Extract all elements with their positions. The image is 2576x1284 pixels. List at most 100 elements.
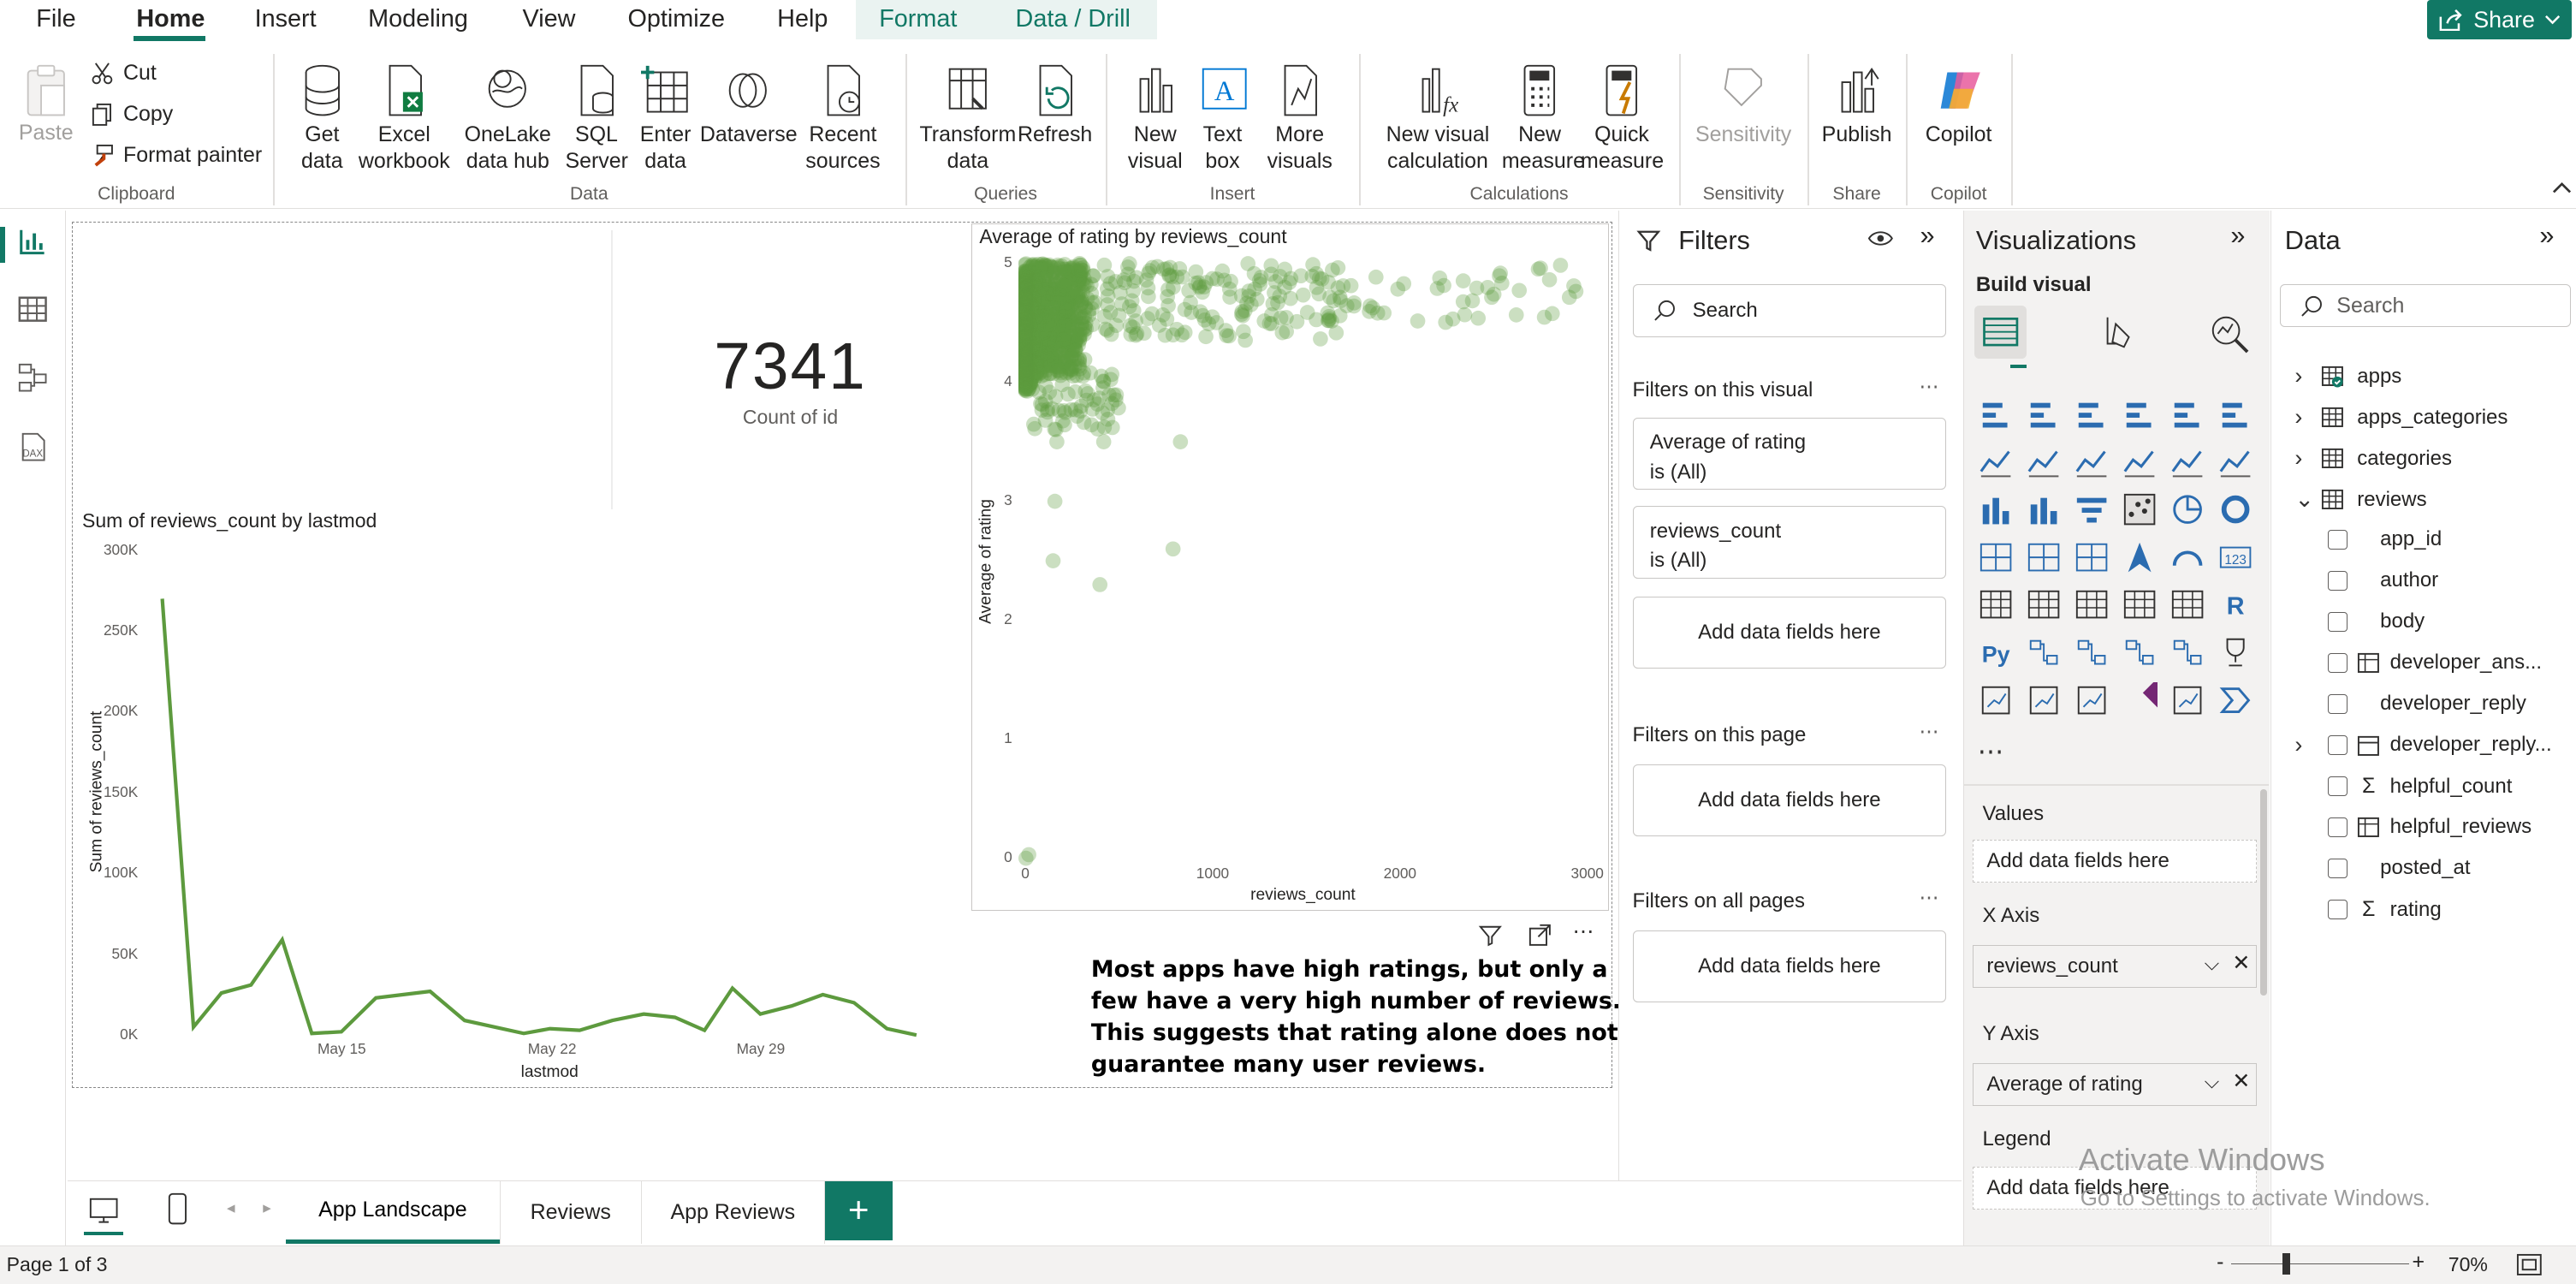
scatter-point[interactable]: [1198, 328, 1214, 344]
refresh-button[interactable]: Refresh: [1017, 62, 1092, 148]
scatter-point[interactable]: [1072, 402, 1089, 419]
scatter-point[interactable]: [1024, 306, 1040, 323]
scatter-point[interactable]: [1046, 270, 1061, 287]
scatter-point[interactable]: [1059, 274, 1074, 290]
scatter-point[interactable]: [1018, 353, 1033, 368]
scatter-point[interactable]: [1018, 297, 1035, 312]
scatter-point[interactable]: [1569, 283, 1584, 299]
scatter-point[interactable]: [1024, 330, 1040, 345]
scatter-point[interactable]: [1072, 331, 1088, 347]
scatter-point[interactable]: [1018, 370, 1034, 385]
data-field-row[interactable]: › developer_reply...: [2294, 732, 2551, 758]
scatter-point[interactable]: [1030, 330, 1046, 346]
scatter-point[interactable]: [1141, 265, 1157, 281]
line-column-icon[interactable]: [2169, 443, 2205, 479]
scatter-point[interactable]: [1054, 283, 1071, 300]
scatter-point[interactable]: [1069, 367, 1085, 383]
scatter-point[interactable]: [1048, 327, 1064, 342]
scatter-point[interactable]: [1333, 289, 1348, 305]
scatter-point[interactable]: [1033, 308, 1048, 324]
scatter-point[interactable]: [1043, 319, 1059, 336]
scatter-point[interactable]: [1048, 346, 1064, 361]
scatter-point[interactable]: [1036, 353, 1052, 369]
scatter-point[interactable]: [1020, 377, 1036, 394]
data-field-row[interactable]: developer_ans...: [2327, 651, 2542, 675]
scatter-point[interactable]: [1070, 326, 1085, 342]
scatter-point[interactable]: [1038, 270, 1054, 285]
scatter-point[interactable]: [1069, 269, 1085, 284]
scatter-point[interactable]: [1054, 258, 1070, 274]
scatter-point[interactable]: [1082, 307, 1097, 323]
page-tab-app-reviews[interactable]: App Reviews: [640, 1180, 825, 1244]
scatter-point[interactable]: [1018, 322, 1033, 338]
scatter-point[interactable]: [1057, 417, 1073, 432]
scatter-point[interactable]: [1108, 387, 1125, 402]
scatter-point[interactable]: [1024, 375, 1040, 390]
scatter-point[interactable]: [1029, 300, 1045, 316]
scatter-point[interactable]: [1456, 272, 1471, 288]
scatter-point[interactable]: [1035, 396, 1050, 412]
scatter-point[interactable]: [1020, 338, 1036, 354]
scatter-point[interactable]: [1018, 289, 1034, 305]
r-visual-icon[interactable]: R: [2217, 586, 2253, 622]
scatter-point[interactable]: [1018, 320, 1034, 336]
power-apps-icon[interactable]: [2122, 681, 2158, 718]
scatter-point[interactable]: [1018, 301, 1034, 317]
scatter-point[interactable]: [1048, 358, 1064, 374]
scatter-point[interactable]: [1032, 365, 1048, 380]
scatter-point[interactable]: [1018, 348, 1034, 365]
scatter-point[interactable]: [1018, 362, 1033, 378]
scatter-point[interactable]: [1493, 265, 1509, 281]
scatter-point[interactable]: [1018, 352, 1033, 368]
scatter-point[interactable]: [1123, 318, 1138, 333]
scatter-point[interactable]: [1022, 357, 1038, 373]
scatter-point[interactable]: [1030, 284, 1047, 300]
scatter-point[interactable]: [1279, 324, 1295, 339]
scatter-point[interactable]: [1071, 271, 1088, 288]
scatter-point[interactable]: [1022, 275, 1038, 291]
scatter-point[interactable]: [1024, 299, 1040, 315]
scatter-point[interactable]: [1019, 365, 1036, 381]
scatter-point[interactable]: [1019, 355, 1036, 372]
scatter-point[interactable]: [1018, 302, 1033, 318]
scatter-point[interactable]: [1024, 327, 1040, 343]
scatter-point[interactable]: [1045, 263, 1061, 279]
scatter-point[interactable]: [1045, 345, 1060, 361]
scatter-point[interactable]: [1061, 318, 1077, 333]
scatter-point[interactable]: [1035, 349, 1051, 365]
scatter-point[interactable]: [1063, 270, 1079, 285]
scatter-point[interactable]: [1027, 420, 1043, 437]
scatter-point[interactable]: [1020, 333, 1036, 349]
scatter-point[interactable]: [1445, 311, 1461, 327]
scatter-point[interactable]: [1032, 259, 1048, 275]
scatter-point[interactable]: [1365, 300, 1381, 316]
scatter-point[interactable]: [1056, 267, 1071, 283]
scatter-point[interactable]: [1029, 331, 1044, 347]
scatter-point[interactable]: [1026, 331, 1042, 348]
new-visual-calculation-button[interactable]: fx New visual calculation: [1380, 62, 1495, 175]
scatter-point[interactable]: [1018, 347, 1034, 363]
scatter-point[interactable]: [1027, 359, 1043, 374]
scatter-point[interactable]: [1282, 274, 1297, 290]
scatter-point[interactable]: [1197, 312, 1213, 328]
scatter-point[interactable]: [1018, 307, 1033, 324]
scatter-point[interactable]: [1019, 310, 1036, 326]
scatter-point[interactable]: [1065, 296, 1081, 312]
scatter-point[interactable]: [1026, 354, 1042, 371]
scatter-point[interactable]: [1019, 314, 1036, 330]
scatter-point[interactable]: [1065, 324, 1081, 341]
scatter-point[interactable]: [1018, 275, 1034, 291]
scatter-point[interactable]: [1018, 297, 1033, 312]
scatter-point[interactable]: [1024, 287, 1040, 303]
scatter-point[interactable]: [1018, 350, 1035, 366]
menu-file[interactable]: File: [36, 4, 76, 33]
data-field-row[interactable]: author: [2327, 568, 2438, 592]
scatter-point[interactable]: [1234, 288, 1249, 304]
scatter-point[interactable]: [1018, 285, 1033, 301]
scatter-point[interactable]: [1020, 345, 1036, 361]
scatter-point[interactable]: [1023, 368, 1039, 384]
scatter-point[interactable]: [1018, 255, 1035, 271]
scatter-point[interactable]: [1019, 338, 1036, 354]
scatter-point[interactable]: [1018, 311, 1033, 327]
scatter-point[interactable]: [1018, 271, 1035, 288]
